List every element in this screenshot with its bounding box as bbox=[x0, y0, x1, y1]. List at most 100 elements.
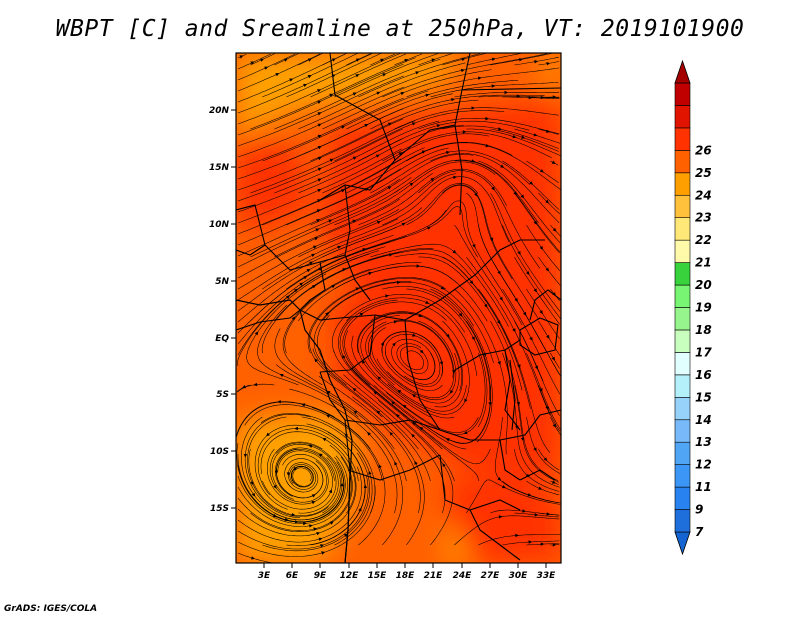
streamline-arrow bbox=[303, 83, 308, 87]
streamline-arrow bbox=[274, 470, 279, 475]
lat-tick-label: 10N bbox=[209, 220, 230, 230]
colorbar-label: 26 bbox=[695, 143, 712, 157]
streamline-arrow bbox=[317, 189, 322, 193]
streamline-arrow bbox=[295, 520, 299, 524]
streamline-arrow bbox=[352, 219, 357, 223]
streamline-arrow bbox=[303, 521, 307, 526]
streamline-arrow bbox=[341, 125, 346, 129]
colorbar-label: 11 bbox=[695, 480, 712, 494]
colorbar-bin bbox=[674, 217, 691, 241]
streamline-arrow bbox=[477, 76, 482, 80]
streamline-arrow bbox=[363, 484, 368, 489]
lon-tick-label: 33E bbox=[537, 571, 557, 581]
streamline-arrow bbox=[425, 93, 430, 97]
streamline-arrow bbox=[458, 312, 463, 317]
streamline-arrow bbox=[436, 124, 441, 128]
streamline-arrow bbox=[387, 122, 392, 126]
streamline-arrow bbox=[331, 58, 336, 62]
streamline-arrow bbox=[474, 192, 478, 197]
streamline-arrow bbox=[329, 93, 334, 97]
border-line bbox=[344, 184, 371, 301]
lat-tick-label: EQ bbox=[215, 334, 229, 344]
streamline-arrow bbox=[377, 376, 382, 380]
streamline-arrow bbox=[318, 453, 323, 457]
streamline-arrow bbox=[551, 160, 556, 164]
streamline-arrow bbox=[400, 91, 405, 96]
streamline-arrow bbox=[275, 73, 280, 77]
streamline-arrow bbox=[463, 431, 468, 435]
lat-tick-label: 15S bbox=[210, 504, 229, 514]
streamline-arrow bbox=[520, 194, 525, 199]
streamline-arrow bbox=[415, 71, 420, 75]
map-frame bbox=[235, 52, 562, 564]
streamlines bbox=[236, 53, 561, 563]
streamline-arrow bbox=[317, 157, 322, 161]
streamline-arrow bbox=[314, 237, 319, 241]
streamline-arrow bbox=[397, 389, 402, 394]
streamline-arrow bbox=[540, 169, 544, 173]
border-line bbox=[469, 509, 521, 561]
streamline-arrow bbox=[419, 349, 424, 354]
streamline-arrow bbox=[526, 271, 530, 276]
streamline-arrow bbox=[552, 292, 556, 297]
streamline-arrow bbox=[251, 556, 255, 560]
streamline-arrow bbox=[355, 58, 360, 62]
streamline-arrow bbox=[546, 334, 550, 339]
coastline bbox=[236, 299, 353, 563]
streamline-arrow bbox=[329, 521, 334, 525]
streamline-arrow bbox=[519, 58, 523, 62]
streamline-arrow bbox=[520, 437, 525, 442]
streamline-arrow bbox=[404, 59, 409, 63]
lake-outline bbox=[519, 317, 559, 356]
streamline-arrow bbox=[331, 74, 336, 78]
streamline-arrow bbox=[545, 406, 549, 410]
colorbar-bin bbox=[674, 352, 691, 376]
colorbar-label: 21 bbox=[695, 256, 712, 270]
streamline-arrow bbox=[449, 389, 454, 394]
colorbar-bin bbox=[674, 284, 691, 308]
colorbar-label: 25 bbox=[695, 166, 712, 180]
colorbar-bin bbox=[674, 329, 691, 353]
streamline-arrow bbox=[491, 57, 496, 61]
colorbar-bin bbox=[674, 172, 691, 196]
streamline-arrow bbox=[471, 336, 475, 341]
streamline-arrow bbox=[251, 492, 256, 497]
border-line bbox=[499, 439, 521, 481]
colorbar-min-arrow bbox=[674, 531, 691, 556]
colorbar-label: 14 bbox=[695, 413, 712, 427]
streamline-arrow bbox=[299, 282, 304, 286]
temperature-shading bbox=[236, 53, 561, 563]
streamline-arrow bbox=[419, 426, 424, 431]
streamline-arrow bbox=[309, 261, 314, 265]
streamline-arrow bbox=[277, 400, 281, 404]
streamline-arrow bbox=[343, 533, 348, 538]
colorbar-label: 9 bbox=[695, 503, 703, 517]
streamline-arrow bbox=[539, 245, 544, 250]
colorbar-label: 22 bbox=[695, 233, 712, 247]
colorbar-label: 12 bbox=[695, 458, 712, 472]
streamline-arrow bbox=[445, 438, 450, 442]
streamline-arrow bbox=[243, 453, 248, 458]
streamline-arrow bbox=[440, 286, 445, 290]
streamline-arrow bbox=[289, 78, 294, 82]
colorbar-bin bbox=[674, 82, 691, 106]
colorbar-bin bbox=[674, 441, 691, 465]
streamline-arrow bbox=[367, 431, 371, 436]
streamline-arrow bbox=[539, 310, 543, 315]
streamline-arrow bbox=[534, 365, 538, 370]
colorbar-label: 7 bbox=[695, 525, 704, 539]
streamline-arrow bbox=[525, 473, 530, 478]
streamline-arrow bbox=[451, 98, 455, 102]
streamline-arrow bbox=[533, 133, 538, 137]
streamline-arrow bbox=[389, 431, 394, 436]
streamline-arrow bbox=[552, 423, 556, 428]
streamline-arrow bbox=[489, 237, 494, 242]
streamline-arrow bbox=[528, 95, 533, 100]
streamline-arrow bbox=[311, 253, 316, 257]
streamline-arrow bbox=[491, 84, 496, 88]
colorbar-label: 15 bbox=[695, 390, 712, 404]
streamline-arrow bbox=[375, 154, 380, 158]
streamline-arrow bbox=[315, 228, 320, 232]
streamline-arrow bbox=[546, 512, 551, 516]
